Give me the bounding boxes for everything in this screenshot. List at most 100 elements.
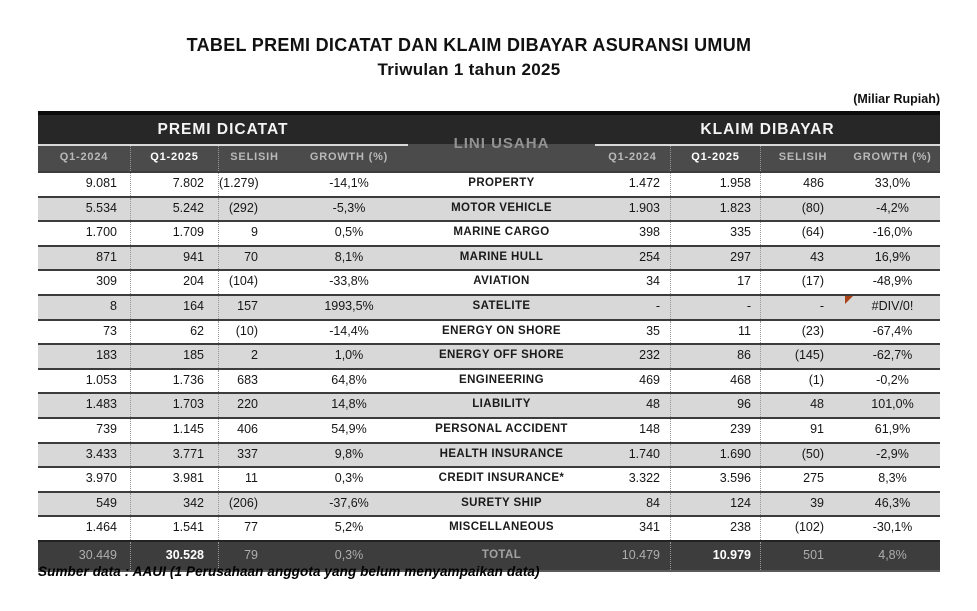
lini-usaha-cell: MARINE CARGO [453, 226, 550, 239]
premi-q1-2025-cell: 342 [130, 492, 218, 516]
premi-growth-cell: 9,8% [334, 446, 364, 461]
premi-growth-cell: -14,1% [329, 176, 369, 190]
lini-usaha-cell: LIABILITY [472, 398, 531, 411]
klaim-q1-2025-cell: 86 [670, 345, 760, 368]
table-row: 3.433 3.771 337 9,8% HEALTH INSURANCE 1.… [38, 441, 940, 467]
table-row: 1.464 1.541 77 5,2% MISCELLANEOUS 341 23… [38, 515, 940, 540]
page-header: TABEL PREMI DICATAT DAN KLAIM DIBAYAR AS… [38, 33, 900, 82]
klaim-selisih-cell: 91 [760, 418, 845, 442]
premi-selisih-cell: 157 [218, 295, 290, 319]
klaim-growth-cell: -30,1% [872, 520, 913, 535]
premi-selisih-cell: 337 [218, 443, 290, 467]
premi-q1-2024-cell: 1.700 [85, 225, 117, 240]
subheader-klaim-q1-2025: Q1-2025 [670, 144, 760, 171]
subheader-premi-q1-2025: Q1-2025 [130, 144, 218, 171]
premi-q1-2024-cell: 73 [103, 323, 117, 338]
lini-usaha-cell: MISCELLANEOUS [449, 521, 554, 534]
klaim-q1-2025-cell: - [670, 295, 760, 319]
premi-growth-cell: -37,6% [329, 495, 369, 510]
klaim-selisih-cell: (64) [760, 222, 845, 245]
table-row: 183 185 2 1,0% ENERGY OFF SHORE 232 86 (… [38, 343, 940, 368]
premi-q1-2025-cell: 1.736 [130, 369, 218, 393]
klaim-selisih-cell: (145) [760, 345, 845, 368]
total-premi-q1-2024-cell: 30.449 [78, 547, 117, 562]
premi-q1-2025-cell: 3.981 [130, 468, 218, 491]
premi-growth-cell: 1993,5% [324, 298, 374, 313]
klaim-q1-2024-cell: 232 [639, 348, 660, 363]
klaim-q1-2024-cell: 48 [646, 397, 660, 412]
klaim-q1-2024-cell: 1.903 [628, 200, 660, 215]
total-klaim-growth-cell: 4,8% [878, 547, 907, 562]
klaim-selisih-cell: (80) [760, 197, 845, 221]
klaim-q1-2024-cell: 469 [639, 372, 660, 387]
klaim-q1-2024-cell: 35 [646, 323, 660, 338]
premi-q1-2025-cell: 204 [130, 271, 218, 294]
klaim-growth-cell: -62,7% [872, 348, 913, 363]
klaim-growth-cell: 33,0% [874, 176, 911, 190]
source-note: Sumber data : AAUI (1 Perusahaan anggota… [38, 564, 540, 579]
lini-usaha-cell: HEALTH INSURANCE [439, 447, 564, 460]
total-premi-selisih-cell: 79 [218, 541, 290, 570]
klaim-selisih-cell: 43 [760, 246, 845, 270]
klaim-selisih-cell: - [760, 295, 845, 319]
premi-q1-2025-cell: 1.703 [130, 394, 218, 417]
klaim-growth-cell: -48,9% [872, 274, 913, 289]
table-row: 1.700 1.709 9 0,5% MARINE CARGO 398 335 … [38, 220, 940, 245]
klaim-growth-cell: 46,3% [874, 495, 911, 510]
lini-usaha-cell: ENERGY OFF SHORE [438, 349, 565, 362]
klaim-q1-2025-cell: 17 [670, 271, 760, 294]
klaim-q1-2024-cell: 3.322 [628, 471, 660, 486]
klaim-q1-2025-cell: 238 [670, 517, 760, 540]
subheader-klaim-selisih: SELISIH [760, 144, 845, 171]
klaim-q1-2024-cell: 254 [639, 249, 660, 264]
group-header-row: PREMI DICATAT KLAIM DIBAYAR LINI USAHA [38, 115, 940, 152]
total-klaim-selisih-cell: 501 [760, 541, 845, 570]
premi-growth-cell: -33,8% [329, 274, 369, 289]
subheader-premi-selisih: SELISIH [218, 144, 290, 171]
table-row: 1.053 1.736 683 64,8% ENGINEERING 469 46… [38, 367, 940, 393]
klaim-q1-2024-cell: 84 [646, 495, 660, 510]
premi-q1-2024-cell: 183 [96, 348, 117, 363]
premi-growth-cell: -5,3% [332, 200, 366, 215]
klaim-q1-2025-cell: 297 [670, 246, 760, 270]
subheader-klaim-q1-2024: Q1-2024 [608, 151, 657, 163]
klaim-growth-cell: 16,9% [874, 249, 911, 264]
lini-usaha-cell: MOTOR VEHICLE [451, 201, 552, 214]
table-row: 871 941 70 8,1% MARINE HULL 254 297 43 1… [38, 244, 940, 270]
total-premi-growth-cell: 0,3% [334, 547, 364, 562]
lini-usaha-cell: AVIATION [473, 275, 530, 288]
klaim-q1-2025-cell: 124 [670, 492, 760, 516]
premi-q1-2025-cell: 1.709 [130, 222, 218, 245]
klaim-group-header: KLAIM DIBAYAR [595, 115, 940, 146]
lini-usaha-cell: PROPERTY [468, 177, 535, 189]
premi-selisih-cell: (10) [218, 320, 290, 344]
klaim-selisih-cell: 486 [760, 173, 845, 196]
table-row: 309 204 (104) -33,8% AVIATION 34 17 (17)… [38, 269, 940, 294]
subheader-klaim-growth: GROWTH (%) [853, 151, 932, 163]
table-row: 73 62 (10) -14,4% ENERGY ON SHORE 35 11 … [38, 318, 940, 344]
premi-q1-2025-cell: 185 [130, 345, 218, 368]
klaim-q1-2024-cell: 341 [639, 520, 660, 535]
premi-selisih-cell: 406 [218, 418, 290, 442]
premi-selisih-cell: 2 [218, 345, 290, 368]
premi-q1-2025-cell: 164 [130, 295, 218, 319]
premi-growth-cell: 8,1% [334, 249, 364, 264]
klaim-q1-2024-cell: 148 [639, 421, 660, 436]
lini-usaha-cell: SURETY SHIP [461, 496, 542, 509]
klaim-q1-2024-cell: 1.740 [628, 446, 660, 461]
total-klaim-q1-2024-cell: 10.479 [621, 547, 660, 562]
table-row: 5.534 5.242 (292) -5,3% MOTOR VEHICLE 1.… [38, 195, 940, 221]
table-row: 1.483 1.703 220 14,8% LIABILITY 48 96 48… [38, 392, 940, 417]
table-row: 739 1.145 406 54,9% PERSONAL ACCIDENT 14… [38, 416, 940, 442]
klaim-q1-2024-cell: 1.472 [628, 176, 660, 190]
klaim-selisih-cell: 275 [760, 468, 845, 491]
premi-selisih-cell: 70 [218, 246, 290, 270]
premi-growth-cell: 0,3% [334, 471, 364, 486]
premi-selisih-cell: 683 [218, 369, 290, 393]
table-body: 9.081 7.802 (1.279) -14,1% PROPERTY 1.47… [38, 171, 940, 540]
premi-q1-2024-cell: 9.081 [85, 176, 117, 190]
subheader-premi-growth: GROWTH (%) [309, 151, 389, 163]
premi-q1-2024-cell: 549 [96, 495, 117, 510]
premi-q1-2025-cell: 1.145 [130, 418, 218, 442]
premi-selisih-cell: (104) [218, 271, 290, 294]
